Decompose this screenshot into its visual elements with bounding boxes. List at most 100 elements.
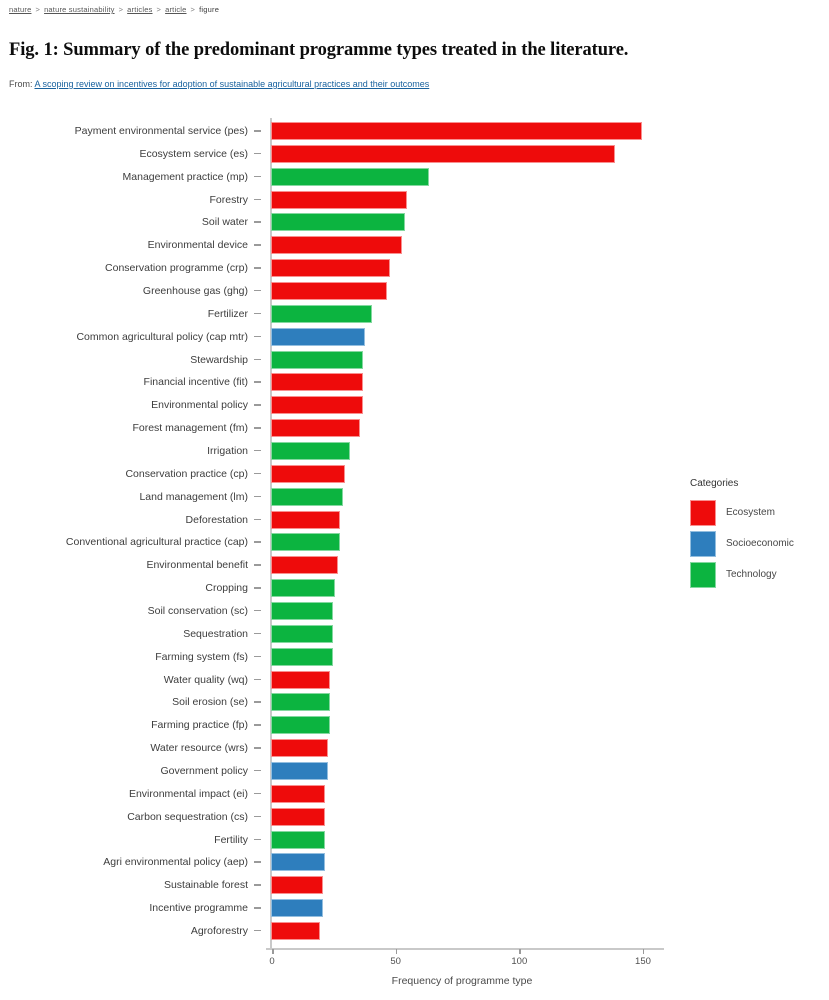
y-axis-label: Fertilizer — [207, 307, 248, 320]
bar-technology — [271, 716, 330, 735]
figure-source-line: From: A scoping review on incentives for… — [9, 79, 429, 89]
bar-technology — [271, 579, 335, 598]
y-axis-tick — [254, 838, 261, 841]
y-axis-tick — [254, 267, 261, 269]
figure-title: Fig. 1: Summary of the predominant progr… — [9, 40, 629, 60]
legend-entry-technology: Technology — [690, 562, 820, 588]
y-axis-label: Greenhouse gas (ghg) — [142, 284, 248, 297]
y-axis-label: Farming system (fs) — [155, 650, 248, 663]
bar-ecosystem — [271, 190, 407, 209]
bar-socioeconomic — [271, 327, 365, 346]
y-axis-tick — [254, 312, 261, 315]
legend-label: Technology — [726, 569, 777, 580]
y-axis-tick — [254, 564, 261, 566]
x-axis-tick-label: 100 — [511, 956, 528, 967]
y-axis-label: Incentive programme — [149, 902, 248, 915]
bar-ecosystem — [271, 281, 387, 300]
y-axis-label: Conservation programme (crp) — [105, 262, 248, 275]
bar-ecosystem — [271, 510, 340, 529]
y-axis-label: Environmental impact (ei) — [128, 787, 248, 800]
y-axis-tick — [254, 472, 261, 475]
breadcrumb-item-articles[interactable]: articles — [127, 5, 153, 14]
bar-ecosystem — [271, 921, 320, 940]
y-axis-label: Conventional agricultural practice (cap) — [65, 536, 248, 549]
breadcrumb-separator: > — [118, 5, 124, 14]
bar-technology — [271, 304, 372, 323]
y-axis-label: Payment environmental service (pes) — [74, 125, 248, 137]
y-axis-tick — [254, 495, 261, 498]
y-axis-tick — [254, 175, 261, 178]
legend-swatch-ecosystem — [690, 500, 716, 526]
y-axis-tick — [254, 404, 261, 406]
y-axis-label: Environmental benefit — [146, 559, 248, 572]
x-axis-title: Frequency of programme type — [391, 975, 533, 987]
y-axis-tick — [254, 335, 261, 338]
legend-title: Categories — [690, 478, 739, 489]
breadcrumb-item-nature-sustainability[interactable]: nature sustainability — [44, 5, 115, 14]
bar-ecosystem — [271, 464, 345, 483]
y-axis-label: Carbon sequestration (cs) — [127, 810, 248, 823]
y-axis-tick — [254, 244, 261, 246]
breadcrumb-item-figure: figure — [199, 5, 220, 14]
y-axis-label: Common agricultural policy (cap mtr) — [76, 330, 248, 343]
bar-ecosystem — [271, 419, 360, 438]
bar-socioeconomic — [271, 853, 325, 872]
y-axis-label: Environmental device — [147, 239, 248, 252]
bar-ecosystem — [271, 144, 615, 163]
breadcrumb: nature > nature sustainability > articles > ar… — [9, 5, 219, 14]
y-axis-tick — [254, 701, 261, 703]
y-axis-label: Environmental policy — [151, 399, 248, 412]
y-axis-label: Government policy — [160, 764, 248, 777]
y-axis-tick — [254, 815, 261, 818]
bar-technology — [271, 487, 343, 506]
y-axis-label: Forestry — [209, 193, 248, 206]
bar-ecosystem — [271, 670, 330, 689]
legend-entry-ecosystem: Ecosystem — [690, 500, 820, 526]
bar-ecosystem — [271, 784, 325, 803]
y-axis-label: Agroforestry — [190, 924, 248, 937]
y-axis-tick — [254, 289, 261, 292]
y-axis-label: Financial incentive (fit) — [143, 376, 248, 389]
bar-technology — [271, 624, 333, 643]
y-axis-label: Management practice (mp) — [122, 170, 248, 183]
bar-ecosystem — [271, 373, 363, 392]
y-axis-label: Water quality (wq) — [163, 673, 248, 686]
y-axis-tick — [254, 929, 261, 932]
y-axis-tick — [254, 541, 261, 543]
y-axis-tick — [254, 518, 261, 521]
bar-ecosystem — [271, 556, 338, 575]
bar-socioeconomic — [271, 761, 328, 780]
breadcrumb-item-nature[interactable]: nature — [9, 5, 32, 14]
y-axis-tick — [254, 724, 261, 726]
y-axis-label: Sustainable forest — [163, 879, 248, 892]
legend-swatch-technology — [690, 562, 716, 588]
from-label: From: — [9, 79, 33, 89]
y-axis-tick — [254, 358, 261, 361]
bar-technology — [271, 647, 333, 666]
y-axis-label: Conservation practice (cp) — [125, 467, 248, 480]
y-axis-label: Irrigation — [207, 444, 248, 457]
bar-technology — [271, 693, 330, 712]
y-axis-label: Deforestation — [185, 513, 248, 526]
y-axis-line — [270, 118, 272, 949]
chart-legend: Categories Ecosystem Socioeconomic Technol… — [690, 478, 820, 593]
y-axis-tick — [254, 587, 261, 589]
y-axis-tick — [254, 884, 261, 886]
x-axis-tick — [519, 949, 521, 954]
bar-ecosystem — [271, 259, 390, 278]
breadcrumb-item-article[interactable]: article — [165, 5, 187, 14]
breadcrumb-separator: > — [156, 5, 162, 14]
bar-ecosystem — [271, 807, 325, 826]
bar-technology — [271, 830, 325, 849]
y-axis-label: Ecosystem service (es) — [139, 147, 248, 160]
x-axis-tick-label: 50 — [390, 956, 401, 967]
legend-swatch-socioeconomic — [690, 531, 716, 557]
y-axis-tick — [254, 907, 261, 909]
y-axis-tick — [254, 792, 261, 795]
y-axis-tick — [254, 769, 261, 772]
y-axis-label: Fertility — [214, 833, 248, 846]
y-axis-label: Land management (lm) — [139, 490, 248, 503]
article-link[interactable]: A scoping review on incentives for adopt… — [34, 79, 430, 89]
x-axis-tick — [395, 949, 398, 954]
